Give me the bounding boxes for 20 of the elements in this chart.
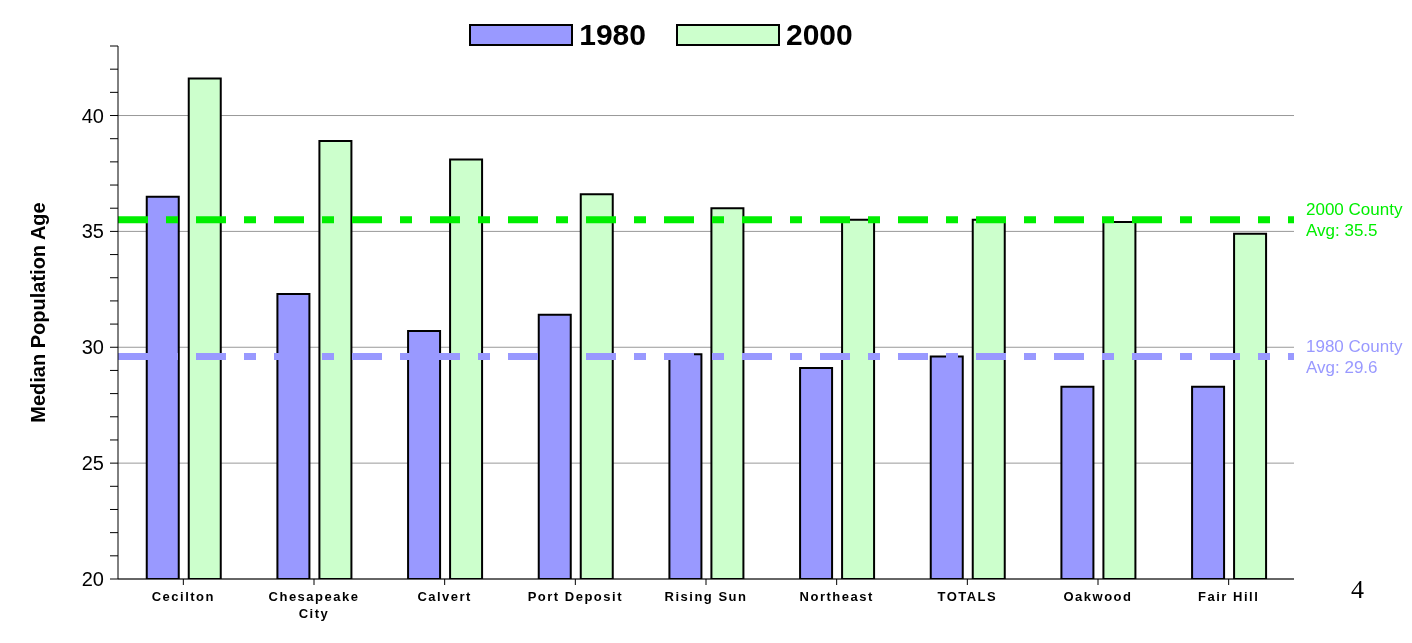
x-tick-label: TOTALS <box>937 589 998 604</box>
x-tick-label: Fair Hill <box>1198 589 1260 604</box>
text: 4 <box>1351 575 1364 605</box>
legend-label: 1980 <box>579 18 646 52</box>
y-tick-label: 35 <box>81 220 104 243</box>
x-tick-label: Cecilton <box>151 589 215 604</box>
x-tick-label: Calvert <box>417 589 472 604</box>
x-tick-label: Oakwood <box>1063 589 1133 604</box>
y-tick-label: 40 <box>81 104 104 127</box>
y-axis-title: Median Population Age <box>27 202 50 423</box>
y-tick-label: 25 <box>81 452 104 475</box>
x-tick-label: Chesapeake City <box>268 589 360 621</box>
ref-line-label: 2000 County Avg: 35.5 <box>1306 199 1403 240</box>
legend-label: 2000 <box>786 18 853 52</box>
x-tick-label: Rising Sun <box>664 589 748 604</box>
x-tick-label: Port Deposit <box>527 589 623 604</box>
x-tick-label: Northeast <box>799 589 874 604</box>
y-tick-label: 30 <box>81 336 104 359</box>
ref-line-label: 1980 County Avg: 29.6 <box>1306 336 1403 377</box>
y-tick-label: 20 <box>81 568 104 590</box>
